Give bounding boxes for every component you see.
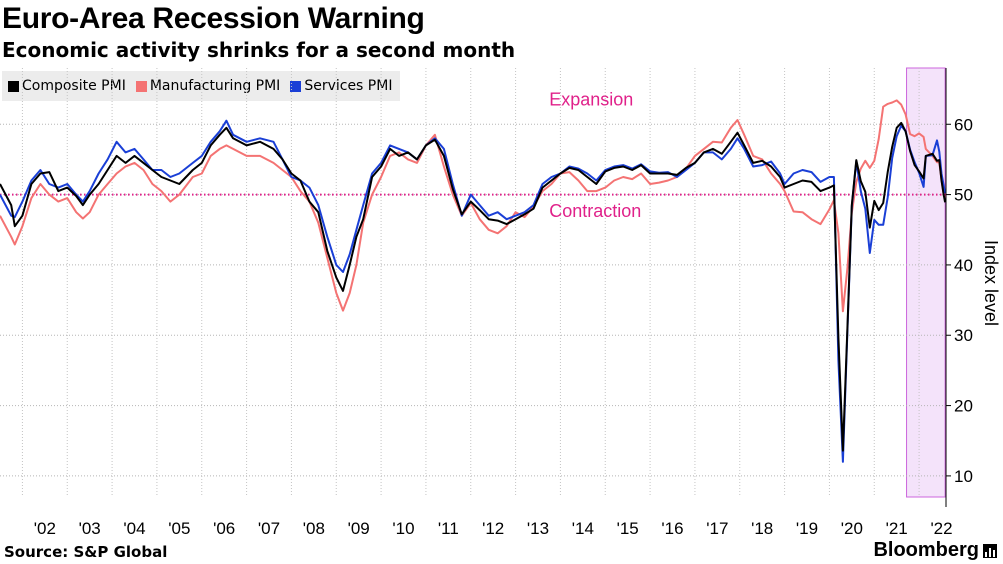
brand-logo: Bloomberg bbox=[873, 539, 997, 562]
legend-label-services: Services PMI bbox=[304, 78, 393, 94]
shaded-region bbox=[906, 67, 946, 498]
x-tick-label: '04 bbox=[123, 519, 145, 538]
source-note: Source: S&P Global bbox=[4, 543, 168, 561]
y-tick-label: 30 bbox=[954, 326, 973, 345]
legend-label-manufacturing: Manufacturing PMI bbox=[149, 78, 281, 94]
x-tick-label: '02 bbox=[34, 519, 56, 538]
chart-title: Euro-Area Recession Warning bbox=[2, 2, 425, 35]
x-tick-label: '09 bbox=[348, 519, 370, 538]
y-tick-label: 60 bbox=[954, 115, 973, 134]
x-tick-label: '17 bbox=[706, 519, 728, 538]
x-tick-label: '21 bbox=[886, 519, 908, 538]
x-tick-label: '08 bbox=[303, 519, 325, 538]
legend-swatch-composite bbox=[8, 80, 19, 92]
annotation-contraction: Contraction bbox=[549, 201, 641, 221]
x-tick-label: '05 bbox=[168, 519, 190, 538]
x-tick-label: '14 bbox=[572, 519, 594, 538]
legend-item-manufacturing: Manufacturing PMI bbox=[135, 78, 281, 94]
x-tick-label: '20 bbox=[841, 519, 863, 538]
x-tick-label: '10 bbox=[392, 519, 414, 538]
x-tick-label: '06 bbox=[213, 519, 235, 538]
chart-legend: Composite PMI Manufacturing PMI Services… bbox=[2, 71, 400, 101]
series-line-services bbox=[0, 119, 947, 463]
series-line-composite bbox=[0, 121, 947, 452]
brand-name: Bloomberg bbox=[873, 539, 979, 561]
chart-subtitle: Economic activity shrinks for a second m… bbox=[2, 38, 516, 62]
x-tick-label: '22 bbox=[930, 519, 952, 538]
y-tick-label: 50 bbox=[954, 186, 973, 205]
annotation-expansion: Expansion bbox=[549, 89, 633, 109]
y-tick-label: 40 bbox=[954, 256, 973, 275]
bar-chart-icon bbox=[983, 543, 997, 558]
x-tick-label: '07 bbox=[258, 519, 280, 538]
x-tick-label: '13 bbox=[527, 519, 549, 538]
x-tick-label: '18 bbox=[751, 519, 773, 538]
x-tick-label: '19 bbox=[796, 519, 818, 538]
legend-swatch-manufacturing bbox=[135, 80, 147, 92]
y-tick-label: 20 bbox=[954, 397, 973, 416]
series-line-manufacturing bbox=[0, 99, 946, 313]
x-tick-label: '11 bbox=[438, 519, 459, 538]
y-axis-label: Index level bbox=[981, 240, 1001, 326]
x-tick-label: '15 bbox=[617, 519, 639, 538]
x-tick-label: '16 bbox=[661, 519, 683, 538]
legend-label-composite: Composite PMI bbox=[22, 78, 126, 94]
legend-item-services: Services PMI bbox=[290, 78, 392, 94]
legend-item-composite: Composite PMI bbox=[8, 78, 126, 94]
y-tick-label: 10 bbox=[954, 467, 973, 486]
x-tick-label: '03 bbox=[79, 519, 101, 538]
legend-swatch-services bbox=[290, 80, 302, 92]
x-tick-label: '12 bbox=[482, 519, 504, 538]
